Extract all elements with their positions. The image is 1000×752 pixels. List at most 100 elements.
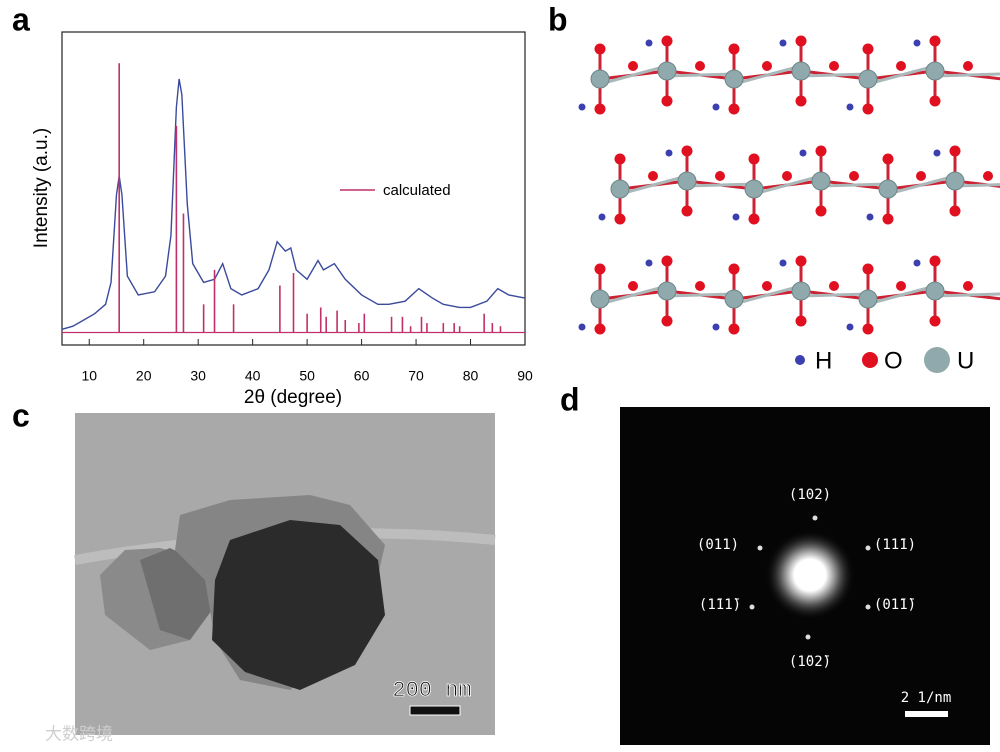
o-atom <box>614 213 626 225</box>
h-atom <box>779 39 787 47</box>
y-axis-label: Intensity (a.u.) <box>31 128 52 248</box>
u-atom <box>590 69 610 89</box>
o-atom <box>929 95 941 107</box>
o-atom <box>728 103 740 115</box>
o-atom <box>795 315 807 327</box>
spot-label: (102) <box>789 487 831 503</box>
bond <box>820 182 889 188</box>
spot <box>865 604 871 610</box>
o-atom <box>762 281 772 291</box>
bond <box>599 284 668 306</box>
o-atom <box>963 281 973 291</box>
h-atom <box>732 213 740 221</box>
o-atom <box>882 213 894 225</box>
o-atom <box>896 281 906 291</box>
o-atom <box>661 95 673 107</box>
h-atom <box>799 149 807 157</box>
o-atom <box>983 171 993 181</box>
h-atom <box>712 103 720 111</box>
bond <box>867 64 936 86</box>
u-atom <box>858 289 878 309</box>
u-atom <box>657 281 677 301</box>
o-atom <box>949 145 961 157</box>
u-atom <box>878 179 898 199</box>
spot <box>757 545 763 551</box>
x-tick-label: 90 <box>517 368 533 384</box>
h-atom <box>665 149 673 157</box>
bond <box>934 72 1000 78</box>
o-atom <box>862 43 874 55</box>
o-atom <box>748 153 760 165</box>
o-atom <box>849 171 859 181</box>
bond <box>934 292 1000 298</box>
u-atom <box>945 171 965 191</box>
panel-label: a <box>12 1 30 37</box>
legend-u: U <box>957 347 974 374</box>
o-atom <box>628 61 638 71</box>
legend-o-icon <box>862 352 878 368</box>
spot-label: (11̄1) <box>874 537 916 553</box>
plot-frame <box>61 31 526 346</box>
scale-bar <box>409 705 461 716</box>
u-atom <box>610 179 630 199</box>
o-atom <box>594 263 606 275</box>
legend-u-icon <box>924 347 950 373</box>
h-atom <box>598 213 606 221</box>
o-atom <box>949 205 961 217</box>
panel-label: b <box>548 1 568 37</box>
legend-label: calculated <box>383 182 451 199</box>
bond <box>800 292 869 298</box>
h-atom <box>645 259 653 267</box>
x-tick-label: 40 <box>245 368 261 384</box>
tem-particle <box>140 548 212 640</box>
bond <box>867 284 936 306</box>
bond <box>733 64 802 86</box>
spot-label: (011) <box>697 537 739 553</box>
o-atom <box>728 323 740 335</box>
o-atom <box>929 315 941 327</box>
o-atom <box>815 145 827 157</box>
o-atom <box>929 255 941 267</box>
h-atom <box>933 149 941 157</box>
o-atom <box>594 43 606 55</box>
o-atom <box>695 61 705 71</box>
line-series <box>61 78 526 331</box>
scale-bar <box>905 711 948 717</box>
spot <box>749 604 755 610</box>
legend-h: H <box>815 347 832 374</box>
bond <box>887 174 956 196</box>
o-atom <box>715 171 725 181</box>
scale-bar-label: 2 1/nm <box>901 690 952 706</box>
o-atom <box>681 145 693 157</box>
u-atom <box>657 61 677 81</box>
bond <box>686 182 755 188</box>
o-atom <box>695 281 705 291</box>
o-atom <box>748 213 760 225</box>
h-atom <box>712 323 720 331</box>
h-atom <box>578 323 586 331</box>
o-atom <box>728 43 740 55</box>
watermark: 大数跨境 <box>45 724 113 743</box>
u-atom <box>858 69 878 89</box>
u-atom <box>925 281 945 301</box>
x-tick-label: 20 <box>136 368 152 384</box>
h-atom <box>913 39 921 47</box>
o-atom <box>829 281 839 291</box>
o-atom <box>929 35 941 47</box>
u-atom <box>925 61 945 81</box>
o-atom <box>728 263 740 275</box>
o-atom <box>648 171 658 181</box>
h-atom <box>645 39 653 47</box>
crystal-structure <box>578 35 1000 335</box>
bond <box>666 292 735 298</box>
spots <box>749 515 871 640</box>
x-tick-label: 30 <box>190 368 206 384</box>
o-atom <box>681 205 693 217</box>
o-atom <box>795 95 807 107</box>
spot-label: (1̄02̄) <box>789 654 831 670</box>
legend-o: O <box>884 347 903 374</box>
bond <box>800 72 869 78</box>
bond <box>619 174 688 196</box>
scale-bar-label: 200 nm <box>392 678 471 703</box>
